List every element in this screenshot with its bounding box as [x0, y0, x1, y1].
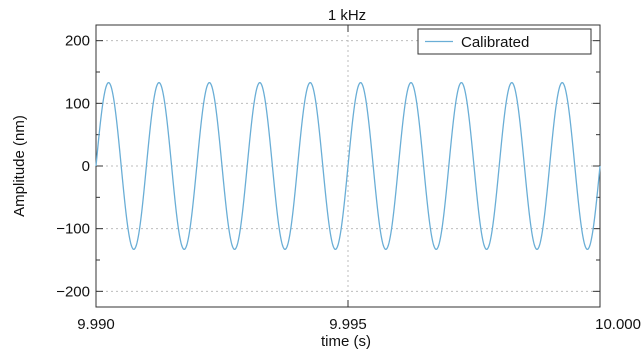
x-tick-label: 10.000	[595, 316, 641, 333]
x-tick-labels: 9.990 9.995 10.000	[77, 316, 641, 333]
y-axis-title: Amplitude (nm)	[11, 115, 28, 217]
y-tick-label: 100	[65, 95, 90, 112]
y-tick-labels: −200 −100 0 100 200	[56, 33, 90, 301]
y-tick-label: −200	[56, 283, 90, 300]
y-tick-label: −100	[56, 221, 90, 238]
legend: Calibrated	[417, 28, 592, 55]
x-axis-title: time (s)	[321, 333, 371, 350]
y-tick-label: 0	[82, 158, 90, 175]
x-tick-label: 9.995	[329, 316, 367, 333]
series-group	[95, 81, 601, 251]
y-tick-label: 200	[65, 33, 90, 50]
axis-ticks	[95, 25, 601, 307]
x-tick-label: 9.990	[77, 316, 115, 333]
series-line-calibrated	[95, 81, 601, 251]
legend-label-calibrated: Calibrated	[461, 34, 529, 51]
chart-title: 1 kHz	[328, 7, 366, 24]
